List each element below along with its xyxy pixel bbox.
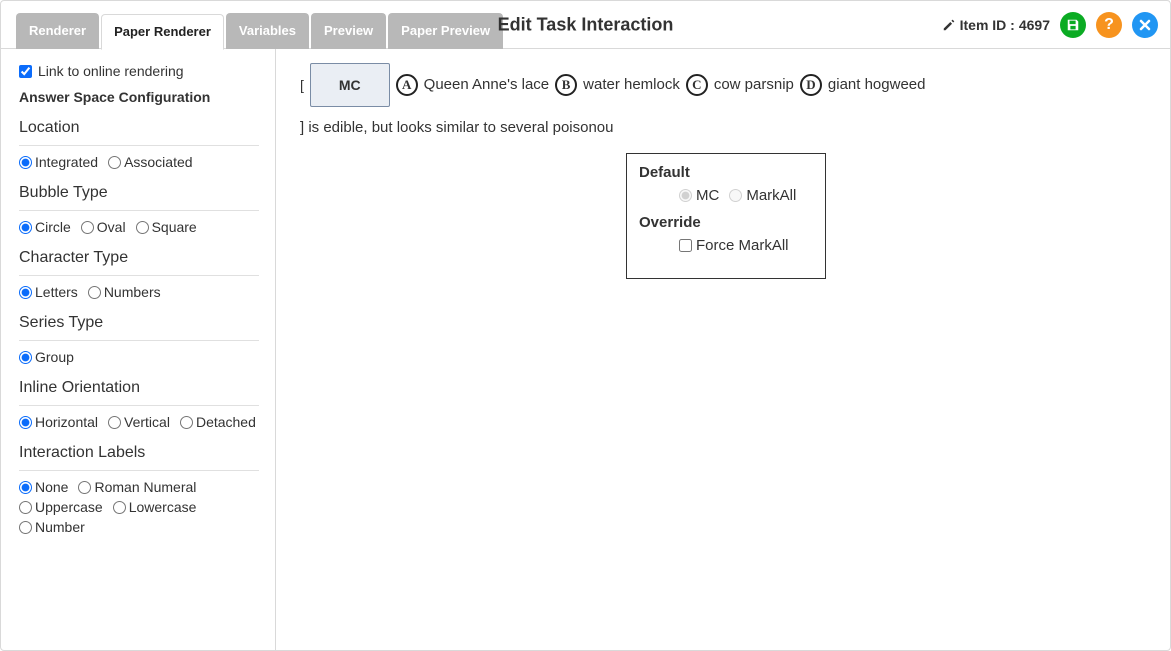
force-markall-checkbox[interactable]	[679, 239, 692, 252]
choice-c-letter[interactable]: C	[686, 74, 708, 96]
ilabel-number-label: Number	[35, 519, 85, 535]
mc-popover: Default MC MarkAll Override Force MarkAl…	[626, 153, 826, 279]
ilabel-upper-label: Uppercase	[35, 499, 103, 515]
choice-c-text: cow parsnip	[714, 70, 794, 100]
popover-default-row: MC MarkAll	[639, 187, 813, 204]
ilabel-title: Interaction Labels	[19, 444, 259, 471]
link-online-checkbox[interactable]	[19, 65, 32, 78]
tab-renderer[interactable]: Renderer	[16, 13, 99, 49]
bubble-title: Bubble Type	[19, 184, 259, 211]
default-markall-radio[interactable]	[729, 189, 742, 202]
body: Link to online rendering Answer Space Co…	[1, 49, 1170, 650]
link-online-label[interactable]: Link to online rendering	[38, 63, 184, 79]
ilabel-upper-radio[interactable]	[19, 501, 32, 514]
location-associated-radio[interactable]	[108, 156, 121, 169]
bubble-oval-label: Oval	[97, 219, 126, 235]
orient-vertical-radio[interactable]	[108, 416, 121, 429]
default-markall-label: MarkAll	[746, 187, 796, 204]
series-group-label: Group	[35, 349, 74, 365]
tab-preview[interactable]: Preview	[311, 13, 386, 49]
item-id-label: Item ID :	[960, 17, 1015, 33]
bracket-open: [	[300, 70, 304, 100]
orient-title: Inline Orientation	[19, 379, 259, 406]
orient-vertical-label: Vertical	[124, 414, 170, 430]
location-integrated-label: Integrated	[35, 154, 98, 170]
ilabel-roman-radio[interactable]	[78, 481, 91, 494]
orient-horizontal-radio[interactable]	[19, 416, 32, 429]
char-numbers-radio[interactable]	[88, 286, 101, 299]
tab-list: Renderer Paper Renderer Variables Previe…	[16, 13, 503, 49]
close-button[interactable]	[1132, 12, 1158, 38]
series-group-radio[interactable]	[19, 351, 32, 364]
save-icon	[1066, 18, 1080, 32]
choice-d-text: giant hogweed	[828, 70, 926, 100]
popover-override-row: Force MarkAll	[639, 237, 813, 254]
char-letters-label: Letters	[35, 284, 78, 300]
help-button[interactable]: ?	[1096, 12, 1122, 38]
char-options: Letters Numbers	[19, 284, 259, 300]
orient-detached-label: Detached	[196, 414, 256, 430]
app-frame: Renderer Paper Renderer Variables Previe…	[0, 0, 1171, 651]
series-options: Group	[19, 349, 259, 365]
char-letters-radio[interactable]	[19, 286, 32, 299]
ilabel-lower-label: Lowercase	[129, 499, 197, 515]
header-bar: Renderer Paper Renderer Variables Previe…	[1, 1, 1170, 49]
config-heading: Answer Space Configuration	[19, 89, 259, 105]
location-associated-label: Associated	[124, 154, 192, 170]
ilabel-none-label: None	[35, 479, 68, 495]
series-title: Series Type	[19, 314, 259, 341]
item-id-value: 4697	[1019, 17, 1050, 33]
bubble-square-label: Square	[152, 219, 197, 235]
default-mc-radio[interactable]	[679, 189, 692, 202]
bubble-oval-radio[interactable]	[81, 221, 94, 234]
tab-paper-preview[interactable]: Paper Preview	[388, 13, 503, 49]
page-title: Edit Task Interaction	[498, 14, 674, 35]
ilabel-number-radio[interactable]	[19, 521, 32, 534]
header-actions: Item ID : 4697 ?	[942, 12, 1158, 38]
popover-override-title: Override	[639, 214, 813, 231]
pencil-icon	[942, 18, 956, 32]
question-prompt: [ MC A Queen Anne's lace B water hemlock…	[300, 63, 1146, 143]
tab-paper-renderer[interactable]: Paper Renderer	[101, 14, 224, 50]
location-title: Location	[19, 119, 259, 146]
ilabel-roman-label: Roman Numeral	[94, 479, 196, 495]
bubble-options: Circle Oval Square	[19, 219, 259, 235]
bubble-circle-radio[interactable]	[19, 221, 32, 234]
save-button[interactable]	[1060, 12, 1086, 38]
location-integrated-radio[interactable]	[19, 156, 32, 169]
ilabel-options: None Roman Numeral Uppercase Lowercase N…	[19, 479, 259, 535]
popover-default-title: Default	[639, 164, 813, 181]
help-icon: ?	[1104, 16, 1114, 34]
choice-a-letter[interactable]: A	[396, 74, 418, 96]
sidebar: Link to online rendering Answer Space Co…	[1, 49, 276, 650]
choice-d-letter[interactable]: D	[800, 74, 822, 96]
item-id-display: Item ID : 4697	[942, 17, 1050, 33]
close-icon	[1139, 19, 1151, 31]
bubble-circle-label: Circle	[35, 219, 71, 235]
location-options: Integrated Associated	[19, 154, 259, 170]
orient-horizontal-label: Horizontal	[35, 414, 98, 430]
mc-button[interactable]: MC	[310, 63, 390, 107]
bubble-square-radio[interactable]	[136, 221, 149, 234]
char-title: Character Type	[19, 249, 259, 276]
ilabel-none-radio[interactable]	[19, 481, 32, 494]
main-area: [ MC A Queen Anne's lace B water hemlock…	[276, 49, 1170, 650]
question-tail-text: ] is edible, but looks similar to severa…	[300, 113, 614, 143]
orient-detached-radio[interactable]	[180, 416, 193, 429]
orient-options: Horizontal Vertical Detached	[19, 414, 259, 430]
tab-variables[interactable]: Variables	[226, 13, 309, 49]
link-row: Link to online rendering	[19, 63, 259, 79]
choice-b-letter[interactable]: B	[555, 74, 577, 96]
force-markall-label: Force MarkAll	[696, 237, 789, 254]
ilabel-lower-radio[interactable]	[113, 501, 126, 514]
choice-a-text: Queen Anne's lace	[424, 70, 549, 100]
choice-b-text: water hemlock	[583, 70, 680, 100]
default-mc-label: MC	[696, 187, 719, 204]
char-numbers-label: Numbers	[104, 284, 161, 300]
